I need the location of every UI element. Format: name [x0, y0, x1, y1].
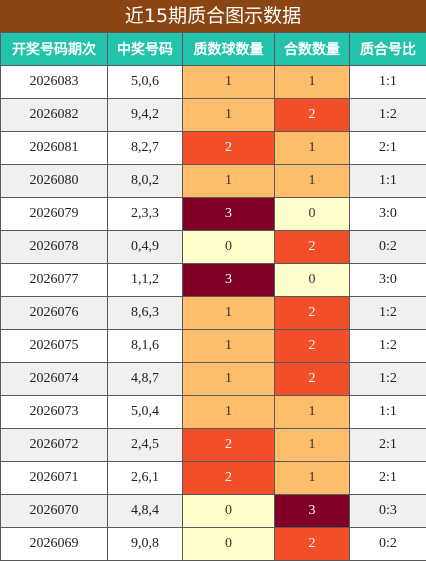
table-row: 2026073 5,0,4 1 1 1:1: [0, 395, 426, 429]
header-composite-count: 合数数量: [274, 32, 350, 66]
page-title: 近15期质合图示数据: [0, 0, 426, 32]
table-row: 2026080 8,0,2 1 1 1:1: [0, 164, 426, 198]
ratio-cell: 3:0: [349, 197, 426, 231]
numbers-cell: 1,1,2: [107, 263, 183, 297]
numbers-cell: 4,8,4: [107, 494, 183, 528]
numbers-cell: 2,4,5: [107, 428, 183, 462]
composite-count-cell: 1: [274, 428, 350, 462]
table-row: 2026070 4,8,4 0 3 0:3: [0, 494, 426, 528]
prime-count-cell: 1: [182, 164, 275, 198]
prime-count-cell: 0: [182, 494, 275, 528]
header-period: 开奖号码期次: [0, 32, 108, 66]
period-cell: 2026071: [0, 461, 108, 495]
table-body: 2026083 5,0,6 1 1 1:1 2026082 9,4,2 1 2 1:2 202608…: [0, 65, 426, 561]
period-cell: 2026082: [0, 98, 108, 132]
composite-count-cell: 0: [274, 197, 350, 231]
prime-count-cell: 2: [182, 461, 275, 495]
composite-count-cell: 1: [274, 395, 350, 429]
ratio-cell: 2:1: [349, 131, 426, 165]
table-row: 2026079 2,3,3 3 0 3:0: [0, 197, 426, 231]
table-row: 2026077 1,1,2 3 0 3:0: [0, 263, 426, 297]
prime-count-cell: 1: [182, 395, 275, 429]
composite-count-cell: 1: [274, 131, 350, 165]
ratio-cell: 2:1: [349, 461, 426, 495]
ratio-cell: 2:1: [349, 428, 426, 462]
ratio-cell: 1:1: [349, 65, 426, 99]
prime-count-cell: 0: [182, 230, 275, 264]
composite-count-cell: 2: [274, 329, 350, 363]
numbers-cell: 2,6,1: [107, 461, 183, 495]
period-cell: 2026076: [0, 296, 108, 330]
composite-count-cell: 1: [274, 164, 350, 198]
table-row: 2026071 2,6,1 2 1 2:1: [0, 461, 426, 495]
period-cell: 2026079: [0, 197, 108, 231]
composite-count-cell: 2: [274, 230, 350, 264]
period-cell: 2026080: [0, 164, 108, 198]
period-cell: 2026075: [0, 329, 108, 363]
composite-count-cell: 2: [274, 362, 350, 396]
ratio-cell: 0:2: [349, 527, 426, 561]
table-row: 2026081 8,2,7 2 1 2:1: [0, 131, 426, 165]
period-cell: 2026073: [0, 395, 108, 429]
prime-count-cell: 2: [182, 428, 275, 462]
ratio-cell: 1:2: [349, 98, 426, 132]
composite-count-cell: 0: [274, 263, 350, 297]
numbers-cell: 8,2,7: [107, 131, 183, 165]
numbers-cell: 8,1,6: [107, 329, 183, 363]
ratio-cell: 1:1: [349, 395, 426, 429]
numbers-cell: 2,3,3: [107, 197, 183, 231]
table-row: 2026082 9,4,2 1 2 1:2: [0, 98, 426, 132]
ratio-cell: 1:2: [349, 362, 426, 396]
ratio-cell: 1:1: [349, 164, 426, 198]
ratio-cell: 0:3: [349, 494, 426, 528]
composite-count-cell: 3: [274, 494, 350, 528]
prime-count-cell: 2: [182, 131, 275, 165]
header-prime-count: 质数球数量: [182, 32, 275, 66]
table-row: 2026075 8,1,6 1 2 1:2: [0, 329, 426, 363]
numbers-cell: 8,6,3: [107, 296, 183, 330]
composite-count-cell: 2: [274, 527, 350, 561]
prime-count-cell: 1: [182, 296, 275, 330]
table-row: 2026072 2,4,5 2 1 2:1: [0, 428, 426, 462]
prime-count-cell: 0: [182, 527, 275, 561]
ratio-cell: 1:2: [349, 296, 426, 330]
table-row: 2026074 4,8,7 1 2 1:2: [0, 362, 426, 396]
numbers-cell: 9,4,2: [107, 98, 183, 132]
header-ratio: 质合号比: [349, 32, 426, 66]
composite-count-cell: 2: [274, 296, 350, 330]
header-numbers: 中奖号码: [107, 32, 183, 66]
period-cell: 2026069: [0, 527, 108, 561]
numbers-cell: 5,0,4: [107, 395, 183, 429]
ratio-cell: 3:0: [349, 263, 426, 297]
period-cell: 2026083: [0, 65, 108, 99]
period-cell: 2026074: [0, 362, 108, 396]
prime-composite-table: 开奖号码期次 中奖号码 质数球数量 合数数量 质合号比 2026083 5,0,6…: [0, 32, 426, 561]
period-cell: 2026081: [0, 131, 108, 165]
prime-count-cell: 1: [182, 329, 275, 363]
prime-count-cell: 1: [182, 65, 275, 99]
composite-count-cell: 2: [274, 98, 350, 132]
period-cell: 2026072: [0, 428, 108, 462]
composite-count-cell: 1: [274, 65, 350, 99]
numbers-cell: 4,8,7: [107, 362, 183, 396]
composite-count-cell: 1: [274, 461, 350, 495]
numbers-cell: 5,0,6: [107, 65, 183, 99]
period-cell: 2026077: [0, 263, 108, 297]
prime-count-cell: 3: [182, 263, 275, 297]
table-row: 2026069 9,0,8 0 2 0:2: [0, 527, 426, 561]
prime-count-cell: 3: [182, 197, 275, 231]
numbers-cell: 8,0,2: [107, 164, 183, 198]
period-cell: 2026070: [0, 494, 108, 528]
ratio-cell: 1:2: [349, 329, 426, 363]
header-row: 开奖号码期次 中奖号码 质数球数量 合数数量 质合号比: [0, 32, 426, 66]
prime-count-cell: 1: [182, 362, 275, 396]
period-cell: 2026078: [0, 230, 108, 264]
prime-count-cell: 1: [182, 98, 275, 132]
table-row: 2026083 5,0,6 1 1 1:1: [0, 65, 426, 99]
ratio-cell: 0:2: [349, 230, 426, 264]
table-row: 2026078 0,4,9 0 2 0:2: [0, 230, 426, 264]
table-row: 2026076 8,6,3 1 2 1:2: [0, 296, 426, 330]
numbers-cell: 0,4,9: [107, 230, 183, 264]
numbers-cell: 9,0,8: [107, 527, 183, 561]
